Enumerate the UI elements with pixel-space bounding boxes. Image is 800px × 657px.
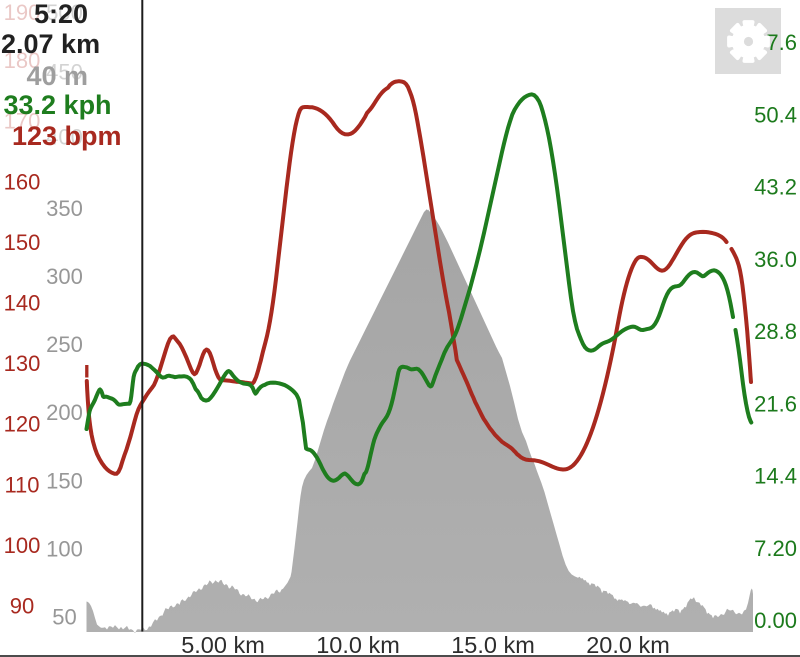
- svg-text:43.2: 43.2: [754, 175, 797, 200]
- svg-text:500: 500: [46, 0, 83, 25]
- svg-text:110: 110: [4, 472, 39, 497]
- svg-text:50: 50: [52, 605, 76, 630]
- svg-text:50.4: 50.4: [754, 102, 797, 127]
- svg-text:28.8: 28.8: [754, 319, 797, 344]
- svg-text:10.0 km: 10.0 km: [316, 632, 400, 657]
- svg-text:400: 400: [46, 125, 83, 150]
- svg-text:100: 100: [46, 536, 83, 561]
- svg-text:170: 170: [4, 109, 41, 134]
- svg-text:14.4: 14.4: [754, 464, 797, 489]
- svg-text:90: 90: [10, 594, 34, 619]
- svg-text:300: 300: [46, 264, 83, 289]
- svg-text:21.6: 21.6: [754, 391, 797, 416]
- svg-text:20.0 km: 20.0 km: [586, 632, 670, 657]
- svg-text:180: 180: [4, 48, 41, 73]
- svg-text:200: 200: [46, 400, 83, 425]
- svg-text:120: 120: [4, 412, 41, 437]
- svg-text:250: 250: [46, 332, 83, 357]
- svg-text:140: 140: [4, 291, 41, 316]
- svg-text:130: 130: [4, 351, 41, 376]
- svg-text:350: 350: [46, 196, 83, 221]
- svg-text:36.0: 36.0: [754, 247, 797, 272]
- svg-text:150: 150: [46, 468, 83, 493]
- svg-text:150: 150: [4, 230, 41, 255]
- svg-text:160: 160: [4, 169, 41, 194]
- svg-text:190: 190: [4, 0, 41, 25]
- svg-text:450: 450: [46, 60, 83, 85]
- svg-text:15.0 km: 15.0 km: [451, 632, 535, 657]
- svg-text:7.20: 7.20: [754, 536, 797, 561]
- svg-text:100: 100: [4, 533, 41, 558]
- svg-text:5.00 km: 5.00 km: [181, 632, 265, 657]
- svg-text:0.00: 0.00: [754, 608, 797, 633]
